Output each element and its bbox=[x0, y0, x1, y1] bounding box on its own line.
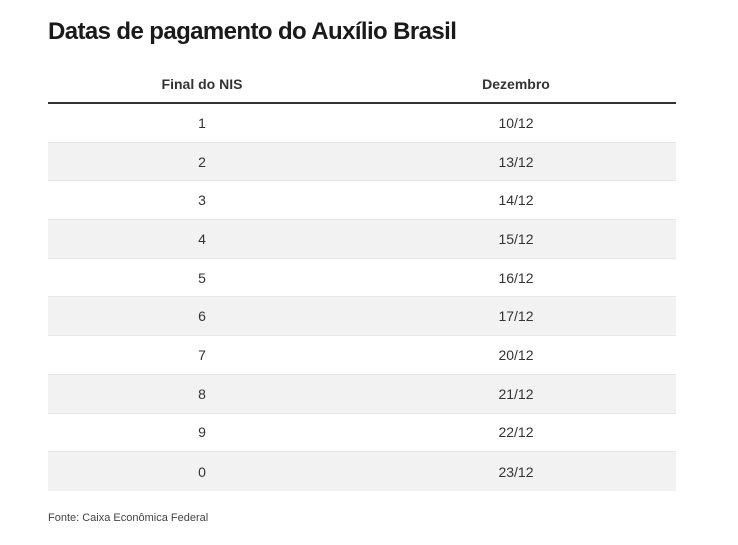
cell-dezembro-date: 16/12 bbox=[498, 269, 534, 286]
table-row: 6 17/12 bbox=[48, 297, 676, 337]
cell-final-nis: 3 bbox=[198, 192, 206, 209]
table-row: 3 14/12 bbox=[48, 181, 676, 221]
table-row: 1 10/12 bbox=[48, 104, 676, 143]
cell-dezembro-date: 20/12 bbox=[498, 346, 534, 363]
table-body: 1 10/12 2 13/12 3 14/12 4 15/12 5 16/12 6 17/12 7 20/… bbox=[48, 104, 676, 491]
cell-final-nis: 2 bbox=[198, 153, 206, 170]
cell-final-nis: 7 bbox=[198, 346, 206, 363]
cell-dezembro-date: 17/12 bbox=[498, 308, 534, 325]
cell-final-nis: 6 bbox=[198, 308, 206, 325]
cell-dezembro-date: 14/12 bbox=[498, 192, 534, 209]
cell-final-nis: 4 bbox=[198, 230, 206, 247]
cell-final-nis: 5 bbox=[198, 269, 206, 286]
table-row: 9 22/12 bbox=[48, 414, 676, 453]
cell-dezembro-date: 21/12 bbox=[498, 385, 534, 402]
cell-dezembro-date: 13/12 bbox=[498, 153, 534, 170]
source-note: Fonte: Caixa Econômica Federal bbox=[48, 512, 209, 524]
cell-dezembro-date: 15/12 bbox=[498, 230, 534, 247]
cell-dezembro-date: 23/12 bbox=[498, 463, 534, 480]
table-row: 2 13/12 bbox=[48, 142, 676, 182]
table-header-row: Final do NIS Dezembro bbox=[48, 66, 676, 104]
table-row: 4 15/12 bbox=[48, 220, 676, 259]
cell-dezembro-date: 10/12 bbox=[498, 114, 534, 131]
table-row: 5 16/12 bbox=[48, 259, 676, 298]
table-row: 0 23/12 bbox=[48, 452, 676, 491]
column-header-final-nis: Final do NIS bbox=[161, 76, 243, 92]
cell-final-nis: 0 bbox=[198, 463, 206, 480]
cell-final-nis: 9 bbox=[198, 424, 206, 441]
table-row: 7 20/12 bbox=[48, 336, 676, 375]
cell-final-nis: 8 bbox=[198, 385, 206, 402]
cell-final-nis: 1 bbox=[198, 114, 206, 131]
cell-dezembro-date: 22/12 bbox=[498, 424, 534, 441]
payment-dates-table: Final do NIS Dezembro 1 10/12 2 13/12 3 14/12… bbox=[48, 66, 676, 491]
column-header-dezembro: Dezembro bbox=[482, 76, 550, 92]
chart-title: Datas de pagamento do Auxílio Brasil bbox=[48, 18, 457, 45]
table-row: 8 21/12 bbox=[48, 374, 676, 414]
